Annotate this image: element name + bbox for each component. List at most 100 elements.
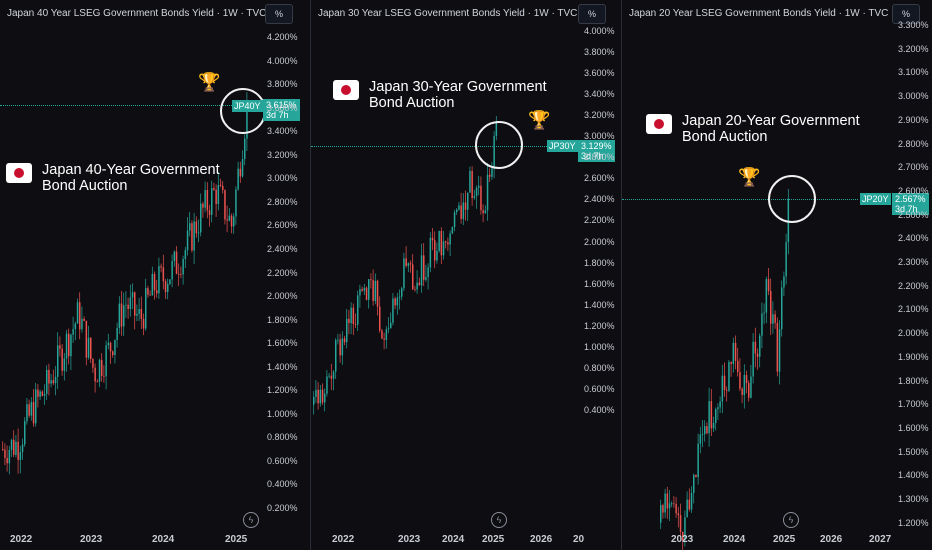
candle-body (315, 389, 317, 398)
candle-body (211, 188, 213, 215)
candle-body (754, 341, 757, 354)
candle-body (480, 185, 482, 211)
chart-title: Japan 20 Year LSEG Government Bonds Yiel… (629, 8, 889, 19)
candle-body (197, 232, 200, 234)
candle-body (396, 297, 399, 306)
candle-body (319, 389, 322, 404)
candle-body (24, 421, 26, 445)
candle-body (730, 362, 732, 365)
symbol-tag: JP20Y (860, 193, 891, 205)
price-value: 3.129% (581, 141, 612, 151)
x-tick-label: 2023 (80, 534, 103, 545)
y-tick-label: 2.800% (584, 152, 615, 163)
percent-scale-button[interactable]: % (265, 4, 293, 24)
candle-body (699, 434, 702, 444)
candle-body (664, 493, 666, 513)
candle-body (332, 371, 335, 379)
candle-body (206, 190, 209, 211)
candle-body (52, 380, 55, 384)
candle-body (756, 353, 759, 357)
lightning-icon[interactable]: ϟ (783, 512, 799, 528)
candle-body (458, 205, 460, 210)
candle-body (123, 305, 125, 327)
candle-body (233, 216, 235, 227)
lightning-icon[interactable]: ϟ (243, 512, 259, 528)
candle-body (390, 322, 392, 329)
candle-body (96, 381, 99, 383)
y-tick-label: 3.800% (584, 47, 615, 58)
candle-body (70, 334, 72, 357)
y-tick-label: 3.200% (898, 43, 929, 54)
candle-body (173, 251, 176, 262)
percent-scale-button[interactable]: % (578, 4, 606, 24)
y-tick-label: 0.600% (267, 455, 298, 466)
lightning-icon[interactable]: ϟ (491, 512, 507, 528)
candle-body (193, 221, 195, 251)
candle-body (363, 287, 366, 291)
y-tick-label: 3.600% (267, 102, 298, 113)
candle-body (147, 288, 149, 295)
candle-body (92, 359, 94, 368)
y-tick-label: 3.400% (267, 126, 298, 137)
y-tick-label: 3.000% (584, 131, 615, 142)
candle-body (215, 189, 217, 205)
candle-body (200, 203, 202, 233)
candlestick-plot[interactable] (311, 0, 621, 550)
candle-body (765, 279, 768, 313)
candlestick-plot[interactable] (622, 0, 932, 550)
chart-panel-jp30y[interactable]: Japan 30 Year LSEG Government Bonds Yiel… (311, 0, 622, 550)
percent-scale-button[interactable]: % (892, 4, 920, 24)
candle-body (688, 499, 691, 510)
y-tick-label: 2.600% (584, 173, 615, 184)
candle-body (761, 313, 763, 336)
candle-body (341, 338, 344, 356)
candle-body (142, 318, 145, 329)
y-tick-label: 2.400% (898, 233, 929, 244)
x-tick-label: 2022 (332, 534, 355, 545)
candle-body (728, 362, 730, 391)
chart-panel-jp20y[interactable]: Japan 20 Year LSEG Government Bonds Yiel… (622, 0, 932, 550)
candle-body (112, 351, 114, 355)
candle-body (471, 170, 473, 199)
y-tick-label: 2.000% (584, 236, 615, 247)
candle-body (169, 279, 171, 285)
candle-body (213, 188, 215, 190)
candle-body (723, 375, 726, 391)
candle-body (335, 340, 337, 372)
candle-body (63, 358, 66, 371)
candle-body (19, 452, 22, 460)
candle-body (710, 401, 713, 429)
candle-body (191, 223, 193, 251)
candle-body (726, 390, 728, 391)
candle-body (114, 339, 116, 355)
candle-body (420, 255, 423, 286)
candle-body (398, 296, 401, 298)
candle-body (425, 277, 427, 280)
candle-body (673, 503, 675, 505)
candle-body (324, 393, 326, 403)
y-tick-label: 2.900% (898, 114, 929, 125)
candle-body (436, 250, 438, 261)
candle-body (129, 297, 132, 309)
x-tick-label: 2024 (442, 534, 465, 545)
candle-body (184, 250, 187, 260)
y-tick-label: 1.000% (267, 408, 298, 419)
trophy-icon: 🏆 (198, 72, 221, 92)
candle-body (361, 289, 363, 291)
candle-body (74, 323, 77, 330)
candle-body (368, 279, 370, 300)
candle-body (164, 281, 167, 293)
auction-callout: Japan 30-Year Government Bond Auction (333, 79, 559, 111)
candle-body (343, 338, 346, 343)
candle-body (337, 339, 339, 341)
candle-body (660, 505, 662, 523)
chart-panel-jp40y[interactable]: Japan 40 Year LSEG Government Bonds Yiel… (0, 0, 311, 550)
y-tick-label: 4.000% (584, 26, 615, 36)
y-tick-label: 0.800% (584, 362, 615, 373)
candlestick-plot[interactable] (0, 0, 310, 550)
candle-body (13, 439, 15, 455)
candle-body (354, 324, 357, 325)
symbol-tag: JP30Y (547, 140, 578, 152)
y-tick-label: 2.400% (584, 194, 615, 205)
candle-body (10, 439, 13, 450)
